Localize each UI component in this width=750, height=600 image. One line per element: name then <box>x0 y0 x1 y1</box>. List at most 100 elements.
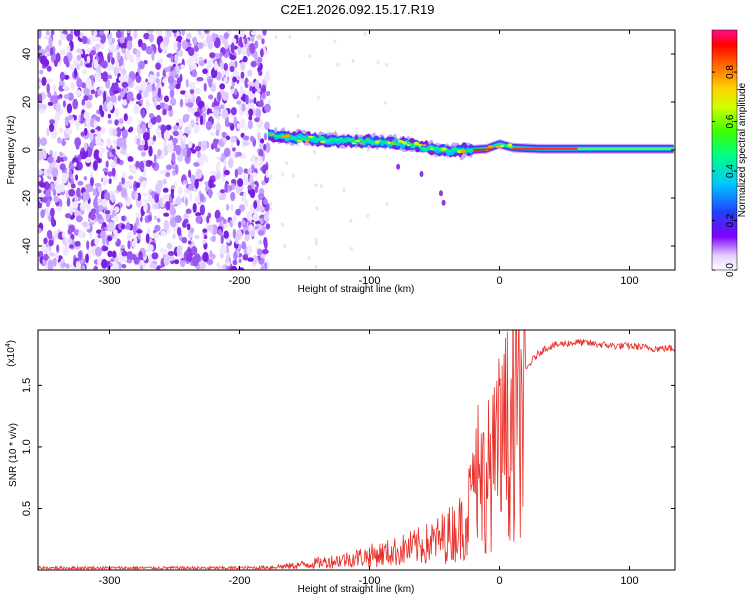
noise-cell <box>191 63 197 70</box>
noise-cell <box>223 62 228 71</box>
noise-cell <box>84 156 92 164</box>
noise-cell <box>237 45 242 56</box>
noise-cell <box>111 84 117 91</box>
noise-cell <box>112 209 116 216</box>
noise-cell <box>383 100 387 105</box>
noise-cell <box>123 113 128 122</box>
noise-cell <box>153 96 157 108</box>
noise-cell <box>263 236 268 247</box>
noise-cell <box>110 161 117 168</box>
noise-cell <box>224 182 228 193</box>
signal-outlier <box>419 171 424 177</box>
noise-cell <box>72 200 79 210</box>
noise-cell <box>50 182 54 190</box>
noise-cell <box>142 132 150 141</box>
noise-cell <box>236 76 241 81</box>
noise-cell <box>141 124 147 134</box>
noise-cell <box>77 154 82 162</box>
noise-cell <box>105 96 112 102</box>
noise-cell <box>96 30 100 34</box>
noise-cell <box>96 116 100 123</box>
noise-cell <box>106 101 114 111</box>
noise-cell <box>251 254 258 265</box>
noise-cell <box>250 35 255 43</box>
noise-cell <box>198 59 205 67</box>
noise-cell <box>171 152 176 163</box>
noise-cell <box>145 45 153 55</box>
noise-cell <box>46 246 50 257</box>
noise-cell <box>199 261 207 270</box>
noise-cell <box>63 156 68 162</box>
noise-cell <box>169 88 175 99</box>
noise-cell <box>63 74 70 80</box>
noise-cell <box>242 55 248 63</box>
snr-scale-label: (x104) <box>5 340 17 367</box>
noise-cell <box>189 191 193 202</box>
noise-cell <box>219 189 225 194</box>
noise-cell <box>93 197 99 209</box>
noise-cell <box>63 93 70 100</box>
noise-cell <box>219 83 226 90</box>
noise-cell <box>234 168 239 178</box>
noise-cell <box>195 212 202 217</box>
noise-cell <box>104 191 111 201</box>
noise-cell <box>186 32 192 40</box>
noise-cell <box>170 184 175 190</box>
noise-cell <box>79 202 87 211</box>
noise-cell <box>94 135 101 146</box>
noise-cell <box>141 42 147 51</box>
noise-cell <box>249 173 253 184</box>
noise-cell <box>208 178 214 189</box>
noise-cell <box>155 128 162 136</box>
x-tick-label: -100 <box>358 575 380 587</box>
noise-cell <box>153 215 158 221</box>
noise-cell <box>245 94 249 105</box>
noise-cell <box>225 245 229 254</box>
noise-cell <box>223 32 229 40</box>
noise-cell <box>188 184 193 191</box>
noise-cell <box>316 95 320 100</box>
noise-cell <box>259 217 264 225</box>
noise-cell <box>256 87 261 93</box>
noise-cell <box>167 251 175 256</box>
noise-cell <box>208 94 214 100</box>
snr-y-label: SNR (10 * v/v) <box>8 423 19 487</box>
noise-cell <box>85 63 92 68</box>
noise-cell <box>79 50 83 55</box>
noise-cell <box>69 63 74 72</box>
noise-cell <box>46 65 52 72</box>
noise-cell <box>90 208 97 215</box>
noise-cell <box>225 69 229 79</box>
noise-cell <box>61 172 68 184</box>
noise-cell <box>115 61 120 68</box>
noise-cell <box>151 50 155 61</box>
noise-cell <box>126 259 133 264</box>
noise-cell <box>91 30 95 36</box>
noise-cell <box>172 197 176 206</box>
noise-cell <box>223 159 227 167</box>
noise-cell <box>122 171 126 179</box>
noise-cell <box>197 100 205 110</box>
noise-cell <box>52 189 57 197</box>
signal-blob <box>402 141 407 145</box>
noise-cell <box>40 209 45 219</box>
noise-cell <box>219 244 227 255</box>
noise-cell <box>97 257 102 266</box>
noise-cell <box>209 250 213 258</box>
noise-cell <box>59 151 63 157</box>
noise-cell <box>232 228 237 239</box>
noise-cell <box>90 212 96 221</box>
noise-cell <box>188 94 193 100</box>
noise-cell <box>136 137 141 146</box>
noise-cell <box>206 259 214 265</box>
noise-cell <box>220 61 225 70</box>
snr-panel: -300 -200 -100 0 100 0.5 1.0 1.5 Height of str… <box>5 329 676 595</box>
noise-cell <box>80 131 85 137</box>
noise-cell <box>102 168 109 172</box>
noise-cell <box>187 140 193 149</box>
noise-cell <box>76 187 81 198</box>
noise-cell <box>251 86 256 94</box>
noise-cell <box>229 65 235 73</box>
noise-cell <box>175 144 182 156</box>
